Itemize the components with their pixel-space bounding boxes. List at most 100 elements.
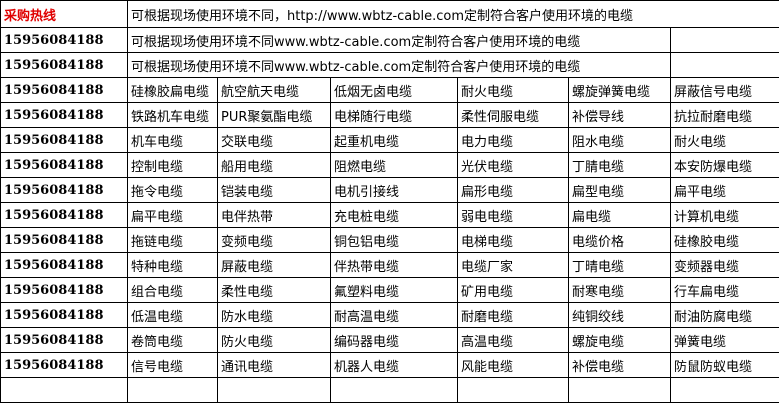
product: 电伴热带	[217, 202, 331, 228]
product: 组合电缆	[127, 277, 218, 303]
product: 屏蔽电缆	[217, 252, 331, 278]
product: 特种电缆	[127, 252, 218, 278]
phone: 15956084188	[0, 252, 128, 278]
product: 耐火电缆	[457, 77, 569, 103]
product: 氟塑料电缆	[330, 277, 458, 303]
product: 充电桩电缆	[330, 202, 458, 228]
header-row: 采购热线 可根据现场使用环境不同，http://www.wbtz-cable.c…	[0, 0, 779, 28]
product: 卷筒电缆	[127, 327, 218, 353]
product: 抗拉耐磨电缆	[669, 102, 779, 128]
product: 变频器电缆	[669, 252, 779, 278]
product: 矿用电缆	[457, 277, 569, 303]
product: 航空航天电缆	[217, 77, 331, 103]
product: 防水电缆	[217, 302, 331, 328]
product: 拖链电缆	[127, 227, 218, 253]
product: 机车电缆	[127, 127, 218, 153]
product: 高温电缆	[457, 327, 569, 353]
product: 通讯电缆	[217, 352, 331, 378]
product: 扁电缆	[568, 202, 671, 228]
product-row: 15956084188 机车电缆 交联电缆 起重机电缆 电力电缆 阻水电缆 耐火电缆	[0, 127, 779, 153]
product: 阻水电缆	[568, 127, 671, 153]
product: 控制电缆	[127, 152, 218, 178]
empty-cell	[0, 377, 128, 403]
product: 硅橡胶电缆	[669, 227, 779, 253]
product: 电梯随行电缆	[330, 102, 458, 128]
product: 交联电缆	[217, 127, 331, 153]
product-row: 15956084188 拖链电缆 变频电缆 铜包铝电缆 电梯电缆 电缆价格 硅橡胶电缆	[0, 227, 779, 253]
phone: 15956084188	[0, 227, 128, 253]
product: 扁平电缆	[127, 202, 218, 228]
product: 防鼠防蚁电缆	[669, 352, 779, 378]
product: 补偿导线	[568, 102, 671, 128]
phone: 15956084188	[0, 52, 128, 78]
product: 补偿电缆	[568, 352, 671, 378]
product-row: 15956084188 硅橡胶扁电缆 航空航天电缆 低烟无卤电缆 耐火电缆 螺旋弹簧电缆屏…	[0, 77, 779, 103]
phone: 15956084188	[0, 152, 128, 178]
product-row: 15956084188 特种电缆 屏蔽电缆 伴热带电缆 电缆厂家 丁晴电缆 变频器电缆	[0, 252, 779, 278]
product-row: 15956084188 拖令电缆 铠装电缆 电机引接线 扁形电缆 扁型电缆 扁平电缆	[0, 177, 779, 203]
product-row: 15956084188 卷筒电缆 防火电缆 编码器电缆 高温电缆 螺旋电缆 弹簧电缆	[0, 327, 779, 353]
phone: 15956084188	[0, 177, 128, 203]
phone: 15956084188	[0, 327, 128, 353]
product: 低温电缆	[127, 302, 218, 328]
product: 电力电缆	[457, 127, 569, 153]
product-row: 15956084188 低温电缆 防水电缆 耐高温电缆 耐磨电缆 纯铜绞线 耐油防腐电缆	[0, 302, 779, 328]
product: 阻燃电缆	[330, 152, 458, 178]
product: 扁平电缆	[669, 177, 779, 203]
product: 铜包铝电缆	[330, 227, 458, 253]
product: 电缆厂家	[457, 252, 569, 278]
phone: 15956084188	[0, 302, 128, 328]
product: 柔性伺服电缆	[457, 102, 569, 128]
product: 丁晴电缆	[568, 252, 671, 278]
product: 风能电缆	[457, 352, 569, 378]
product: 弱电电缆	[457, 202, 569, 228]
product-row: 15956084188 扁平电缆 电伴热带 充电桩电缆 弱电电缆 扁电缆 计算机电缆	[0, 202, 779, 228]
empty-cell	[127, 377, 218, 403]
product: 耐油防腐电缆	[669, 302, 779, 328]
product: 电缆价格	[568, 227, 671, 253]
product: PUR聚氨酯电缆	[217, 102, 331, 128]
product: 拖令电缆	[127, 177, 218, 203]
product: 信号电缆	[127, 352, 218, 378]
product: 纯铜绞线	[568, 302, 671, 328]
product-row: 15956084188 控制电缆 船用电缆 阻燃电缆 光伏电缆 丁腈电缆 本安防爆电缆	[0, 152, 779, 178]
product: 计算机电缆	[669, 202, 779, 228]
product: 丁腈电缆	[568, 152, 671, 178]
product-row: 15956084188 铁路机车电缆 PUR聚氨酯电缆 电梯随行电缆 柔性伺服电缆 补偿导…	[0, 102, 779, 128]
product: 弹簧电缆	[669, 327, 779, 353]
product: 屏蔽信号电缆	[669, 77, 779, 103]
note: 可根据现场使用环境不同www.wbtz-cable.com定制符合客户使用环境的…	[127, 52, 671, 78]
product: 电梯电缆	[457, 227, 569, 253]
product: 铁路机车电缆	[127, 102, 218, 128]
hotline-label: 采购热线	[0, 0, 128, 28]
product: 编码器电缆	[330, 327, 458, 353]
product: 硅橡胶扁电缆	[127, 77, 218, 103]
product: 电机引接线	[330, 177, 458, 203]
empty-row	[0, 377, 779, 403]
product: 光伏电缆	[457, 152, 569, 178]
product: 船用电缆	[217, 152, 331, 178]
product: 耐磨电缆	[457, 302, 569, 328]
product: 防火电缆	[217, 327, 331, 353]
note-row: 15956084188 可根据现场使用环境不同www.wbtz-cable.com…	[0, 27, 779, 53]
phone: 15956084188	[0, 202, 128, 228]
empty-cell	[669, 27, 779, 53]
product: 伴热带电缆	[330, 252, 458, 278]
empty-cell	[669, 52, 779, 78]
phone: 15956084188	[0, 352, 128, 378]
product: 耐寒电缆	[568, 277, 671, 303]
product: 耐高温电缆	[330, 302, 458, 328]
product: 机器人电缆	[330, 352, 458, 378]
header-note: 可根据现场使用环境不同，http://www.wbtz-cable.com定制符…	[126, 0, 779, 28]
empty-cell	[568, 377, 671, 403]
product: 耐火电缆	[669, 127, 779, 153]
empty-cell	[669, 377, 779, 403]
phone: 15956084188	[0, 277, 128, 303]
product: 扁型电缆	[568, 177, 671, 203]
product: 螺旋电缆	[568, 327, 671, 353]
empty-cell	[457, 377, 569, 403]
empty-cell	[330, 377, 458, 403]
product: 铠装电缆	[217, 177, 331, 203]
